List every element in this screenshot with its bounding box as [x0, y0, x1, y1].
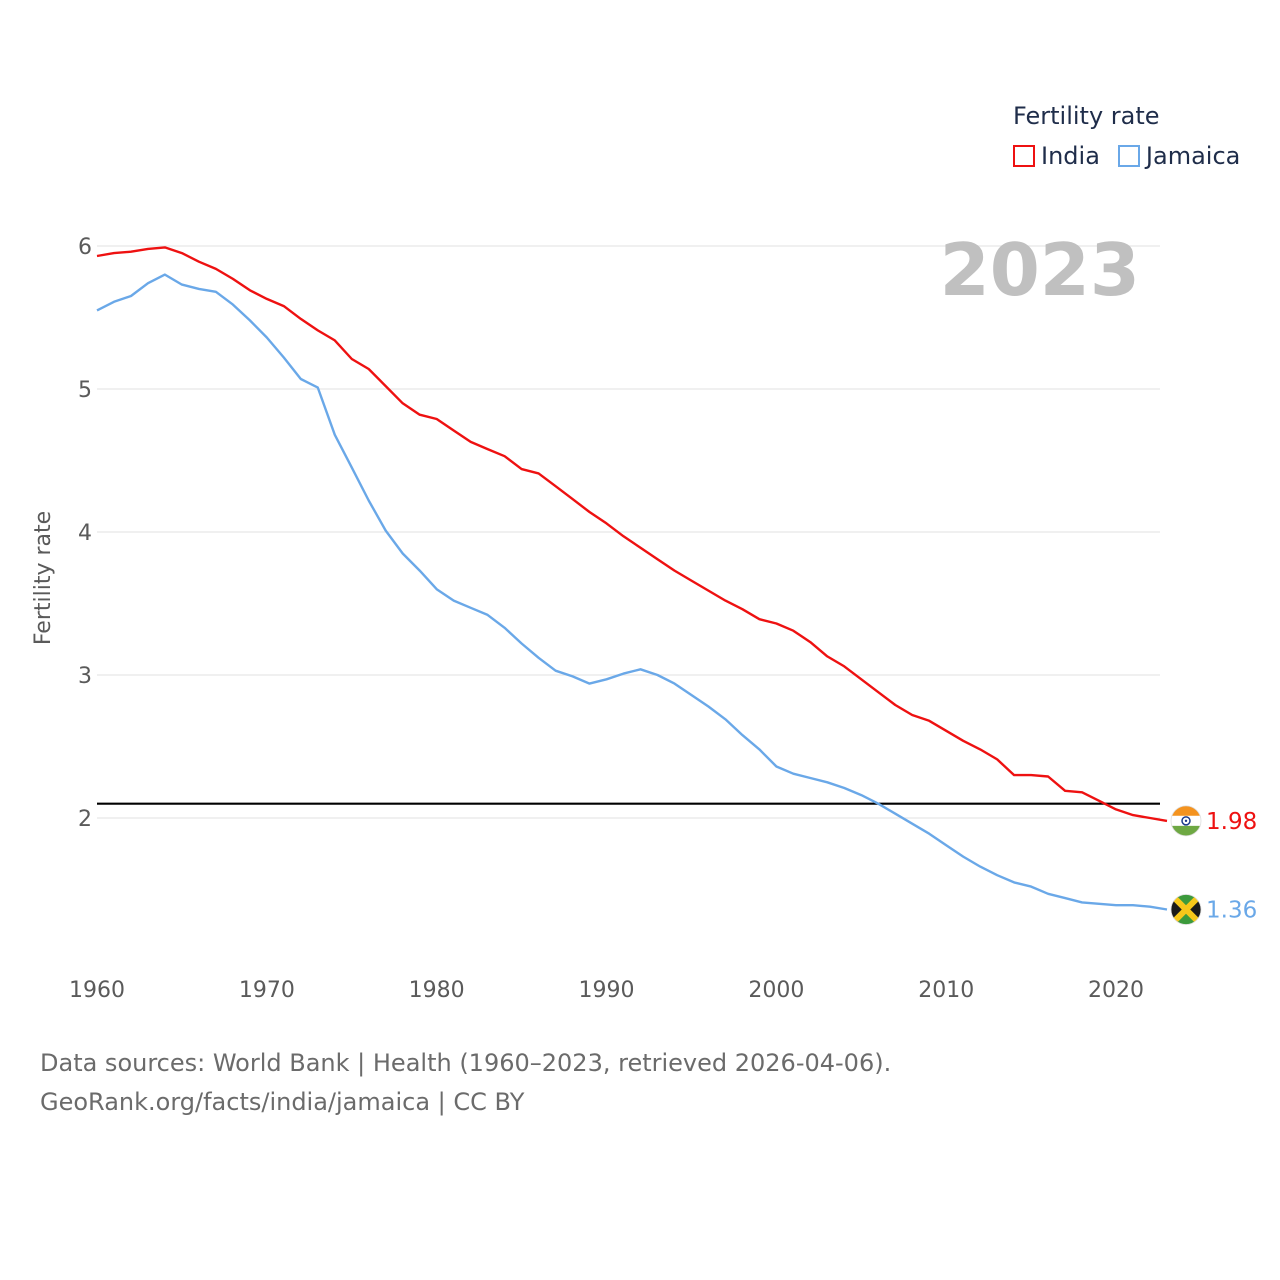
- y-axis-label: Fertility rate: [31, 511, 56, 645]
- y-tick-label: 2: [78, 807, 92, 832]
- x-axis-ticks: 1960 1970 1980 1990 2000 2010 2020: [69, 978, 1144, 1003]
- flag-jamaica-icon: [1170, 894, 1202, 925]
- y-tick-label: 4: [78, 521, 92, 546]
- y-tick-label: 6: [78, 235, 92, 260]
- legend-swatch-india: [1013, 145, 1035, 167]
- legend-item-jamaica[interactable]: Jamaica: [1117, 142, 1241, 170]
- x-tick-label: 1960: [69, 978, 125, 1003]
- footer-sources: Data sources: World Bank | Health (1960–…: [40, 1049, 892, 1077]
- legend-label-india: India: [1041, 142, 1100, 170]
- footer-attribution[interactable]: GeoRank.org/facts/india/jamaica | CC BY: [40, 1088, 525, 1116]
- x-tick-label: 1970: [239, 978, 295, 1003]
- y-axis-ticks: 2 3 4 5 6: [78, 235, 92, 832]
- legend-items: India Jamaica: [1013, 142, 1258, 170]
- x-tick-label: 1980: [409, 978, 465, 1003]
- end-markers: 1.98 1.36: [1170, 805, 1257, 925]
- x-tick-label: 2020: [1088, 978, 1144, 1003]
- x-tick-label: 1990: [579, 978, 635, 1003]
- y-tick-label: 3: [78, 664, 92, 689]
- legend-swatch-jamaica: [1117, 145, 1140, 167]
- series-lines: [96, 246, 1168, 911]
- end-label-india: 1.98: [1206, 809, 1257, 835]
- legend-label-jamaica: Jamaica: [1145, 142, 1241, 170]
- year-label: 2023: [939, 228, 1140, 312]
- legend: Fertility rate India Jamaica: [1013, 100, 1258, 170]
- end-label-jamaica: 1.36: [1206, 898, 1257, 924]
- x-tick-label: 2000: [748, 978, 804, 1003]
- series-line-jamaica[interactable]: [96, 273, 1168, 911]
- flag-india-icon: [1170, 805, 1202, 837]
- grid-lines: [97, 245, 1160, 819]
- y-tick-label: 5: [78, 378, 92, 403]
- series-line-india[interactable]: [96, 246, 1168, 823]
- legend-title: Fertility rate: [1013, 102, 1160, 130]
- footer: Data sources: World Bank | Health (1960–…: [40, 1044, 891, 1122]
- legend-item-india[interactable]: India: [1013, 142, 1100, 170]
- x-tick-label: 2010: [918, 978, 974, 1003]
